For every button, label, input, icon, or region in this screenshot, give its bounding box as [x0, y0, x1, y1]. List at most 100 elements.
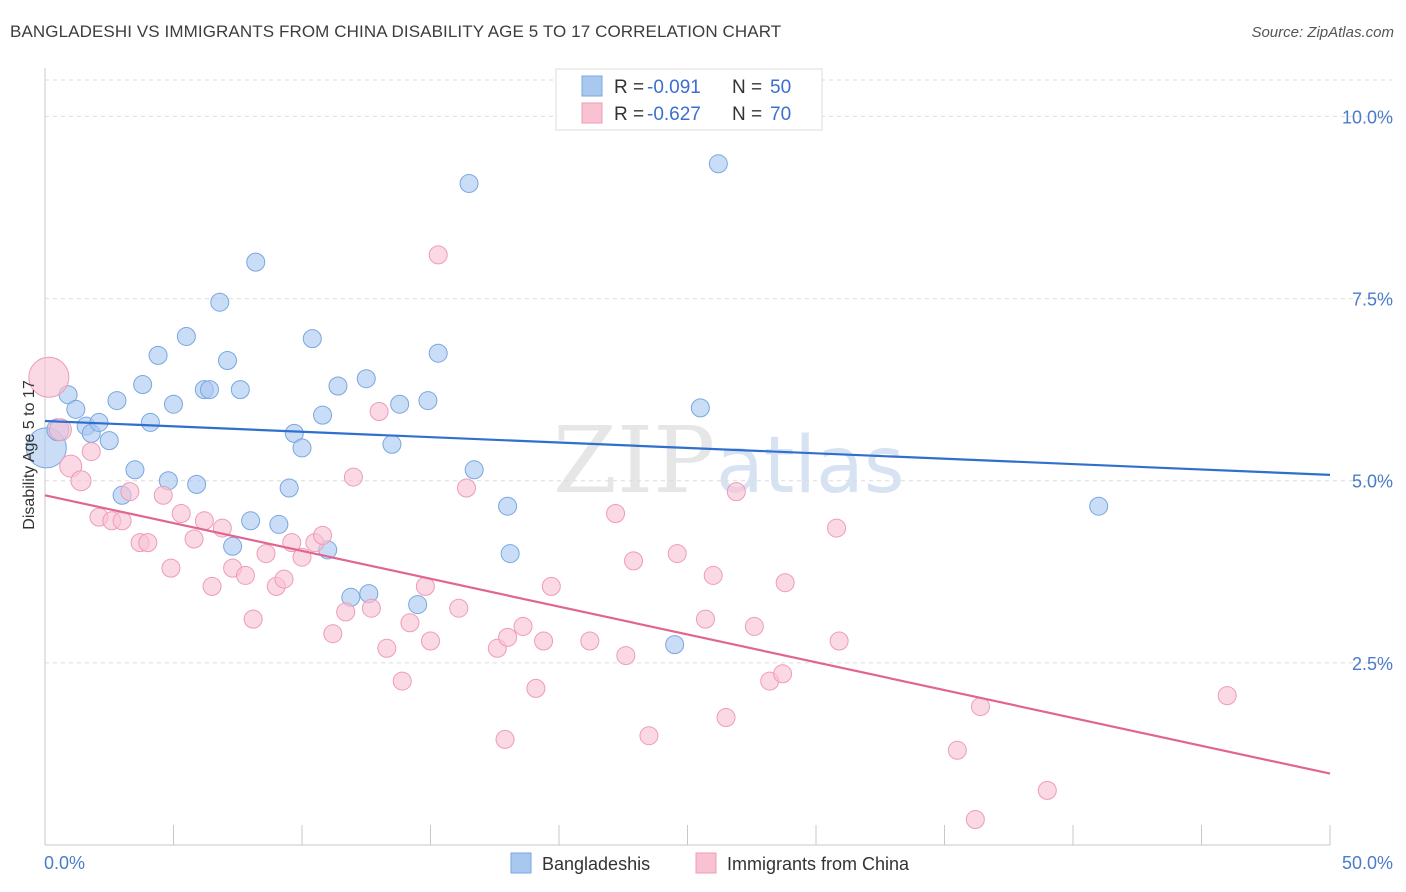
- legend-swatch: [581, 102, 603, 124]
- data-point: [382, 434, 402, 454]
- data-point: [695, 609, 715, 629]
- data-point: [184, 529, 204, 549]
- data-point: [498, 627, 518, 647]
- data-point: [428, 343, 448, 363]
- data-point: [716, 708, 736, 727]
- y-tick-label: 10.0%: [1342, 107, 1393, 127]
- y-tick-label: 7.5%: [1352, 290, 1393, 310]
- data-point: [829, 631, 849, 651]
- data-point: [336, 602, 356, 622]
- legend-n-value: 50: [770, 77, 791, 98]
- data-point: [217, 351, 237, 370]
- data-point: [726, 482, 746, 502]
- data-point: [775, 573, 795, 593]
- legend-r-label: R =: [614, 104, 644, 125]
- legend-swatch: [581, 75, 603, 97]
- data-point: [665, 635, 685, 655]
- tick-labels: 2.5% 5.0% 7.5% 10.0% 0.0% 50.0%: [44, 107, 1393, 873]
- data-point: [313, 525, 333, 545]
- data-point: [498, 496, 518, 516]
- data-point: [703, 565, 723, 585]
- data-point: [120, 482, 140, 502]
- data-point: [449, 598, 469, 618]
- data-point: [199, 380, 219, 400]
- data-point: [392, 671, 412, 691]
- data-point: [400, 613, 420, 633]
- data-point: [580, 631, 600, 651]
- data-point: [81, 442, 101, 462]
- data-point: [153, 485, 173, 505]
- data-point: [279, 478, 299, 498]
- data-point: [66, 399, 86, 419]
- data-point: [70, 470, 92, 492]
- data-point: [377, 638, 397, 658]
- data-point: [495, 729, 515, 749]
- y-tick-label: 2.5%: [1352, 654, 1393, 674]
- data-point: [140, 412, 160, 432]
- data-point: [148, 345, 168, 365]
- data-point: [194, 511, 214, 531]
- x-tick-label: 50.0%: [1342, 853, 1393, 873]
- legend-series-name: Bangladeshis: [542, 854, 650, 874]
- data-point: [500, 544, 520, 564]
- watermark: ZIP atlas: [553, 407, 905, 514]
- data-point: [302, 329, 322, 349]
- chart-title: BANGLADESHI VS IMMIGRANTS FROM CHINA DIS…: [10, 22, 782, 41]
- data-point: [1037, 780, 1057, 800]
- data-point: [246, 252, 266, 272]
- data-point: [708, 154, 728, 174]
- top-legend: R = -0.091 N = 50 R = -0.627 N = 70: [555, 68, 823, 131]
- legend-r-value: -0.091: [647, 77, 701, 98]
- data-point: [639, 726, 659, 746]
- data-point: [1217, 686, 1237, 706]
- legend-swatch: [695, 852, 717, 874]
- data-point: [176, 326, 196, 346]
- data-point: [99, 431, 119, 451]
- data-point: [343, 467, 363, 487]
- data-point: [616, 646, 636, 666]
- data-point: [624, 551, 644, 571]
- data-point: [606, 504, 626, 523]
- bangladeshis-points: [25, 154, 1109, 655]
- data-point: [48, 418, 72, 442]
- legend-series-name: Immigrants from China: [727, 854, 910, 874]
- data-point: [171, 504, 191, 523]
- data-point: [965, 810, 985, 829]
- y-axis-label: Disability Age 5 to 17: [21, 380, 38, 530]
- data-point: [541, 576, 561, 596]
- legend-r-value: -0.627: [647, 104, 701, 125]
- china-points: [28, 245, 1237, 829]
- x-tick-label: 0.0%: [44, 853, 85, 873]
- data-point: [210, 292, 230, 312]
- data-point: [241, 511, 261, 531]
- data-point: [534, 631, 554, 651]
- data-point: [269, 514, 289, 534]
- data-point: [292, 438, 312, 458]
- data-point: [323, 624, 343, 644]
- data-point: [526, 678, 546, 698]
- data-point: [1089, 496, 1109, 516]
- data-point: [408, 595, 428, 615]
- data-point: [138, 533, 158, 553]
- chart-source: Source: ZipAtlas.com: [1251, 24, 1394, 41]
- data-point: [223, 536, 243, 556]
- data-point: [690, 398, 710, 418]
- data-point: [28, 356, 70, 398]
- data-point: [161, 558, 181, 578]
- legend-n-value: 70: [770, 104, 791, 125]
- data-point: [390, 394, 410, 414]
- data-point: [421, 631, 440, 651]
- data-point: [133, 375, 153, 395]
- data-point: [107, 391, 127, 411]
- y-tick-label: 5.0%: [1352, 472, 1393, 492]
- legend-r-label: R =: [614, 77, 644, 98]
- data-point: [744, 616, 764, 636]
- data-point: [361, 598, 381, 618]
- data-point: [773, 664, 793, 684]
- data-point: [428, 245, 448, 265]
- data-point: [827, 518, 847, 538]
- data-point: [112, 511, 132, 531]
- trend-line: [44, 419, 1331, 476]
- data-point: [243, 609, 263, 629]
